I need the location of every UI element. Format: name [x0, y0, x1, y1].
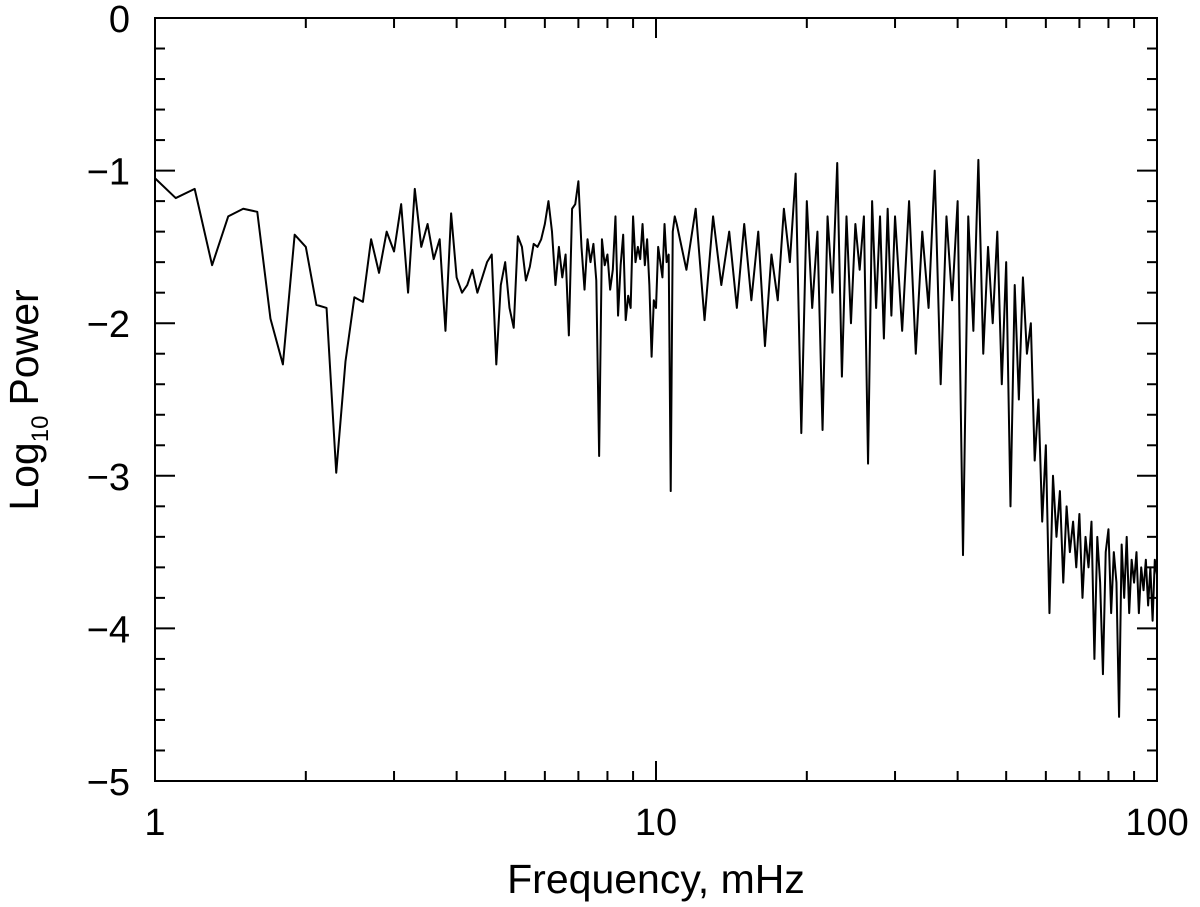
x-tick-label: 100	[1125, 802, 1188, 844]
y-label-sub: 10	[27, 416, 54, 443]
y-tick-label: −5	[87, 762, 130, 804]
data-line	[154, 158, 1158, 718]
x-axis-label: Frequency, mHz	[507, 856, 805, 902]
y-label-rest: Power	[1, 289, 47, 405]
y-tick-label: −3	[87, 457, 130, 499]
y-tick-label: −4	[87, 609, 130, 651]
y-tick-label: 0	[109, 0, 130, 41]
y-tick-label: −2	[87, 304, 130, 346]
y-axis-label: Log10 Power	[1, 289, 54, 510]
x-tick-label: 1	[144, 802, 165, 844]
x-tick-label: 10	[635, 802, 677, 844]
y-tick-label: −1	[87, 152, 130, 194]
plot-frame	[154, 17, 1158, 782]
y-label-base: Log	[1, 442, 47, 510]
